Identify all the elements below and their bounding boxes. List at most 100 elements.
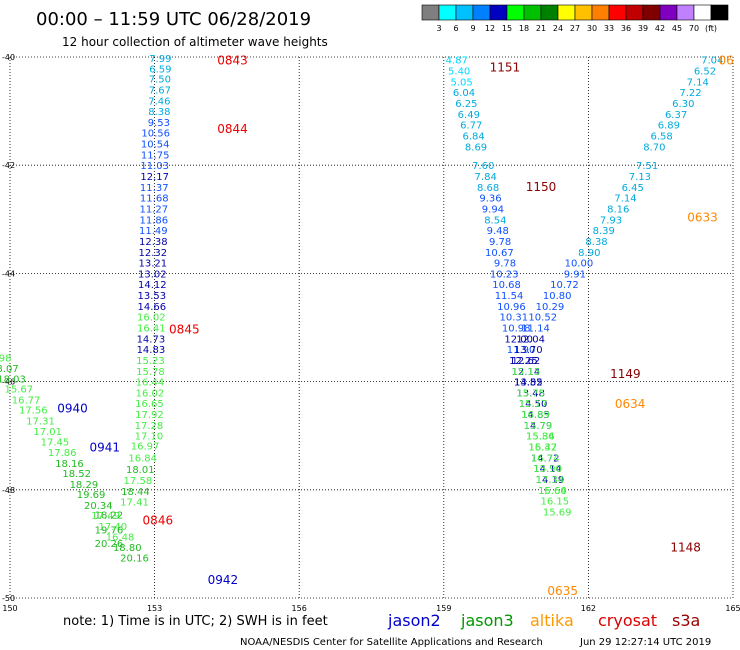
wave-height-point: 14.66 — [138, 302, 167, 313]
wave-height-point: 10.96 — [497, 302, 526, 313]
y-tick-label: -46 — [2, 378, 15, 387]
pass-time-label: 0845 — [169, 323, 200, 337]
series-s3a: 4.875.405.056.046.256.496.776.848.69 7.60… — [446, 56, 572, 519]
colorbar-swatch — [438, 4, 457, 21]
wave-height-point: 9.48 — [487, 226, 509, 237]
y-tick-label: -42 — [2, 161, 15, 170]
wave-height-point: 11.86 — [139, 215, 168, 226]
colorbar-swatch — [676, 4, 695, 21]
wave-height-point: 13.02 — [138, 269, 167, 280]
wave-height-point: 6.59 — [149, 64, 171, 75]
wave-height-point: 6.89 — [658, 121, 680, 132]
wave-height-point: 15.69 — [543, 507, 572, 518]
wave-height-point: 16.77 — [12, 395, 41, 406]
footer-note: note: 1) Time is in UTC; 2) SWH is in fe… — [63, 614, 328, 629]
series-cryosat: 7.996.597.507.677.468.389.5310.5610.5411… — [120, 54, 171, 509]
wave-height-point: 12.04 — [516, 334, 545, 345]
wave-height-point: 18.16 — [55, 459, 84, 470]
x-tick-label: 159 — [436, 604, 451, 613]
wave-height-point: 15.60 — [538, 486, 567, 497]
legend-item-altika: altika — [530, 611, 574, 630]
wave-height-point: 20.26 — [95, 539, 124, 550]
wave-height-point: 15.78 — [136, 367, 165, 378]
wave-height-point: 9.78 — [489, 237, 511, 248]
wave-height-point: 20.16 — [120, 553, 149, 564]
wave-height-point: 17.28 — [135, 421, 164, 432]
colorbar-tick-label: 33 — [604, 24, 614, 33]
wave-height-point: 11.54 — [495, 291, 524, 302]
wave-height-point: 8.38 — [585, 237, 607, 248]
wave-height-point: 12.62 — [512, 356, 541, 367]
wave-height-point: 16.84 — [128, 453, 157, 464]
legend-item-jason2: jason2 — [387, 611, 441, 630]
wave-height-point: 6.30 — [672, 99, 694, 110]
colorbar-swatch — [472, 4, 491, 21]
colorbar-tick-label: 9 — [470, 24, 475, 33]
wave-height-point: 12.32 — [138, 248, 167, 259]
wave-height-point: 4.87 — [446, 56, 468, 67]
wave-height-point: 16.02 — [136, 388, 165, 399]
wave-height-point: 16.65 — [135, 399, 164, 410]
wave-height-point: 14.12 — [138, 280, 167, 291]
wave-height-point: 11.75 — [141, 150, 170, 161]
wave-height-point: 6.52 — [694, 67, 716, 78]
wave-height-point: 10.00 — [565, 259, 594, 270]
wave-height-point: 17.86 — [48, 448, 77, 459]
wave-height-point: 17.41 — [120, 498, 149, 509]
wave-height-point: 15.67 — [4, 385, 33, 396]
colorbar-tick-label: 21 — [536, 24, 546, 33]
wave-height-point: 8.70 — [643, 142, 665, 153]
wave-height-point: 10.54 — [141, 140, 170, 151]
wave-height-point: 17.49 — [91, 511, 120, 522]
colorbar-tick-label: 27 — [570, 24, 580, 33]
wave-height-point: 18.07 — [0, 364, 19, 375]
wave-height-point: 7.84 — [475, 172, 497, 183]
wave-height-point: 6.25 — [455, 99, 477, 110]
wave-height-point: 10.31 — [500, 313, 529, 324]
wave-height-point: 18.44 — [121, 487, 150, 498]
wave-height-point: 12.17 — [140, 172, 169, 183]
wave-height-point: 12.14 — [512, 367, 541, 378]
wave-height-point: 16.41 — [137, 324, 166, 335]
wave-height-point: 16.47 — [528, 443, 557, 454]
wave-height-point: 14.52 — [514, 378, 543, 389]
wave-height-point: 8.16 — [607, 204, 629, 215]
wave-height-point: 15.23 — [136, 356, 165, 367]
wave-height-point: 17.40 — [98, 522, 127, 533]
wave-height-point: 7.46 — [148, 96, 170, 107]
wave-height-point: 14.85 — [521, 410, 550, 421]
colorbar-tick-label: 18 — [519, 24, 529, 33]
colorbar-tick-label: 12 — [485, 24, 495, 33]
page-title: 00:00 – 11:59 UTC 06/28/2019 — [36, 9, 311, 30]
wave-height-point: 12.25 — [509, 356, 538, 367]
colorbar-tick-label: 39 — [638, 24, 648, 33]
colorbar-tick-label: 15 — [502, 24, 512, 33]
x-tick-label: 150 — [2, 604, 17, 613]
pass-time-label: 0846 — [143, 514, 174, 528]
wave-height-point: 7.67 — [149, 85, 171, 96]
pass-time-label: 0633 — [687, 211, 718, 225]
colorbar-swatch — [608, 4, 627, 21]
pass-time-label: 0940 — [57, 402, 88, 416]
colorbar-swatch — [642, 4, 661, 21]
wave-height-point: 12.00 — [504, 334, 533, 345]
wave-height-point: 7.14 — [614, 194, 636, 205]
wave-height-point: 19.69 — [77, 490, 106, 501]
colorbar-swatch — [455, 4, 474, 21]
wave-height-point: 10.67 — [485, 248, 514, 259]
y-tick-label: -44 — [2, 269, 15, 278]
wave-height-point: 14.79 — [524, 421, 553, 432]
colorbar-tick-label: 70 — [689, 24, 699, 33]
pass-time-label: 06 — [719, 54, 734, 68]
wave-height-point: 7.04 — [701, 56, 723, 67]
colorbar-tick-label: 24 — [553, 24, 563, 33]
pass-time-label: 0634 — [615, 397, 646, 411]
wave-height-point: 8.69 — [465, 142, 487, 153]
wave-height-point: 17.56 — [19, 406, 48, 417]
footer-timestamp: Jun 29 12:27:14 UTC 2019 — [579, 637, 711, 648]
colorbar-swatch — [574, 4, 593, 21]
wave-height-point: 11.27 — [139, 204, 168, 215]
wave-height-point: 6.77 — [460, 121, 482, 132]
wave-height-point: 16.02 — [137, 313, 166, 324]
